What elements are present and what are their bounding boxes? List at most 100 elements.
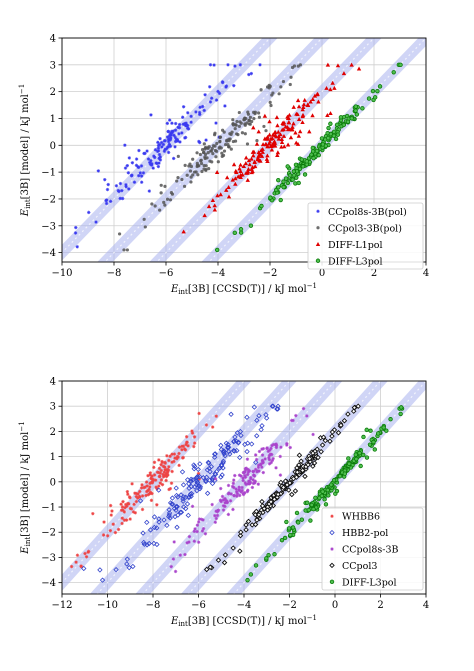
series-1 [73, 63, 262, 249]
x-tick-label: 2 [377, 600, 383, 611]
data-point [257, 115, 262, 119]
data-point [94, 220, 98, 224]
data-point [185, 440, 189, 444]
data-point [189, 164, 194, 169]
series-5 [245, 405, 405, 583]
data-point [249, 156, 254, 161]
data-point [260, 465, 264, 469]
data-point [186, 494, 192, 501]
data-point [248, 223, 254, 228]
data-point [188, 483, 194, 490]
data-point [174, 138, 178, 143]
data-point [320, 142, 326, 147]
data-point [302, 172, 308, 177]
data-point [203, 477, 209, 484]
data-point [142, 485, 146, 490]
data-point [279, 445, 283, 449]
data-point [127, 502, 131, 506]
data-point [208, 464, 214, 470]
data-point [238, 175, 243, 180]
data-point [241, 476, 245, 480]
data-point [204, 168, 208, 172]
data-point [102, 520, 106, 524]
data-point [248, 122, 252, 126]
data-point [218, 463, 225, 469]
data-point [230, 545, 236, 551]
data-point [287, 173, 293, 178]
data-point [353, 104, 358, 109]
data-point [162, 470, 167, 474]
data-point [177, 509, 184, 516]
legend-box [307, 202, 424, 270]
data-point [332, 85, 337, 90]
data-point [225, 138, 229, 142]
data-point [164, 147, 169, 151]
x-tick-label: −4 [211, 268, 226, 279]
data-point [157, 152, 162, 157]
data-point [167, 136, 171, 141]
data-point [243, 522, 249, 528]
data-point [258, 152, 263, 157]
data-point [253, 479, 257, 483]
data-point [285, 441, 289, 446]
data-point [169, 481, 174, 485]
data-point [169, 190, 174, 195]
data-point [245, 121, 249, 125]
data-point [210, 146, 214, 151]
data-point [257, 469, 261, 473]
data-point [185, 173, 189, 177]
data-point [234, 430, 241, 436]
data-point [226, 194, 232, 199]
data-point [120, 505, 125, 509]
data-point [280, 484, 287, 491]
data-point [197, 517, 202, 521]
data-point [267, 453, 272, 458]
data-point [99, 577, 106, 583]
data-point [245, 457, 250, 461]
data-point [310, 97, 315, 102]
data-point [354, 112, 360, 117]
data-point [252, 110, 256, 114]
data-point [229, 492, 233, 496]
data-point [222, 453, 228, 459]
data-point [297, 129, 303, 134]
y-tick-label: 0 [50, 477, 56, 488]
legend-marker [329, 529, 335, 536]
data-point [231, 123, 236, 127]
x-tick-label: −6 [191, 600, 206, 611]
data-point [190, 429, 194, 433]
data-point [197, 461, 203, 467]
data-point [169, 501, 175, 507]
data-point [218, 192, 223, 197]
data-point [293, 162, 299, 168]
data-point [259, 462, 263, 466]
data-point [197, 540, 201, 544]
data-point [136, 492, 140, 496]
x-tick-label: −2 [263, 268, 278, 279]
data-point [158, 481, 162, 485]
data-point [234, 170, 239, 175]
data-point [244, 466, 248, 470]
data-point [201, 518, 205, 522]
data-point [198, 112, 202, 117]
data-point [267, 132, 272, 137]
x-tick-label: −8 [107, 268, 122, 279]
data-point [311, 460, 318, 466]
data-point [346, 461, 352, 466]
data-point [211, 152, 215, 156]
data-point [118, 181, 123, 186]
data-point [261, 447, 266, 451]
data-point [258, 158, 263, 163]
x-tick-label: −12 [51, 600, 72, 611]
data-point [231, 162, 237, 167]
y-tick-label: −4 [41, 578, 56, 589]
data-point [290, 127, 295, 132]
x-axis-label: Eint[3B] [CCSD(T)] / kJ mol−1 [170, 282, 317, 296]
data-point [180, 498, 186, 504]
data-point [266, 552, 271, 558]
data-point [160, 459, 164, 464]
data-point [320, 434, 327, 440]
data-point [237, 485, 241, 489]
data-point [215, 193, 220, 198]
data-point [310, 450, 316, 456]
